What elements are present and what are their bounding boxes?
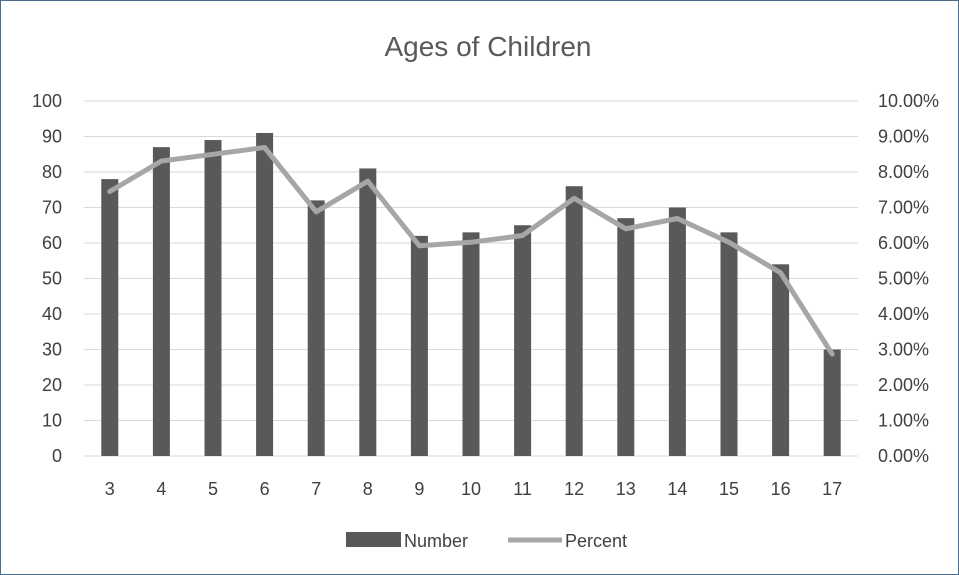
bar [152, 147, 170, 456]
legend-number-swatch [346, 532, 401, 547]
x-tick-label: 8 [363, 479, 373, 499]
bar [772, 264, 790, 456]
x-tick-label: 7 [311, 479, 321, 499]
x-tick-label: 17 [822, 479, 842, 499]
legend: Number Percent [346, 531, 627, 551]
left-tick-label: 100 [32, 91, 62, 111]
x-axis-ticks: 3 4 5 6 7 8 9 10 11 12 13 14 15 16 17 [105, 479, 842, 499]
left-tick-label: 90 [42, 127, 62, 147]
bar [359, 168, 377, 456]
x-tick-label: 12 [564, 479, 584, 499]
right-tick-label: 0.00% [878, 446, 929, 466]
left-tick-label: 20 [42, 375, 62, 395]
right-tick-label: 3.00% [878, 340, 929, 360]
bar [307, 200, 325, 456]
number-bars [101, 132, 841, 457]
bar [514, 225, 532, 456]
x-tick-label: 3 [105, 479, 115, 499]
bar [668, 207, 686, 456]
legend-number-label: Number [404, 531, 468, 551]
right-tick-label: 8.00% [878, 162, 929, 182]
left-axis-ticks: 0 10 20 30 40 50 60 70 80 90 100 [32, 91, 62, 466]
left-tick-label: 40 [42, 304, 62, 324]
right-tick-label: 4.00% [878, 304, 929, 324]
right-tick-label: 6.00% [878, 233, 929, 253]
bar [204, 140, 222, 457]
right-tick-label: 10.00% [878, 91, 939, 111]
right-tick-label: 7.00% [878, 198, 929, 218]
x-tick-label: 16 [771, 479, 791, 499]
bar [617, 218, 635, 456]
bar [823, 349, 841, 456]
left-tick-label: 60 [42, 233, 62, 253]
right-tick-label: 5.00% [878, 269, 929, 289]
x-tick-label: 5 [208, 479, 218, 499]
x-tick-label: 6 [260, 479, 270, 499]
right-tick-label: 2.00% [878, 375, 929, 395]
left-tick-label: 80 [42, 162, 62, 182]
bar [565, 186, 583, 456]
x-tick-label: 10 [461, 479, 481, 499]
bar [462, 232, 480, 456]
right-tick-label: 1.00% [878, 411, 929, 431]
right-tick-label: 9.00% [878, 127, 929, 147]
percent-line [107, 145, 835, 357]
x-tick-label: 4 [156, 479, 166, 499]
left-tick-label: 10 [42, 411, 62, 431]
x-tick-label: 9 [414, 479, 424, 499]
x-tick-label: 14 [667, 479, 687, 499]
left-tick-label: 0 [52, 446, 62, 466]
x-tick-label: 15 [719, 479, 739, 499]
legend-percent-label: Percent [565, 531, 627, 551]
bar [256, 132, 274, 456]
left-tick-label: 50 [42, 269, 62, 289]
left-tick-label: 70 [42, 198, 62, 218]
bar [410, 235, 428, 456]
right-axis-ticks: 0.00% 1.00% 2.00% 3.00% 4.00% 5.00% 6.00% 7.00%… [878, 91, 939, 466]
x-tick-label: 13 [616, 479, 636, 499]
bar [101, 179, 119, 456]
x-tick-label: 11 [513, 479, 532, 499]
chart-title: Ages of Children [384, 31, 591, 62]
left-tick-label: 30 [42, 340, 62, 360]
bar [720, 232, 738, 456]
